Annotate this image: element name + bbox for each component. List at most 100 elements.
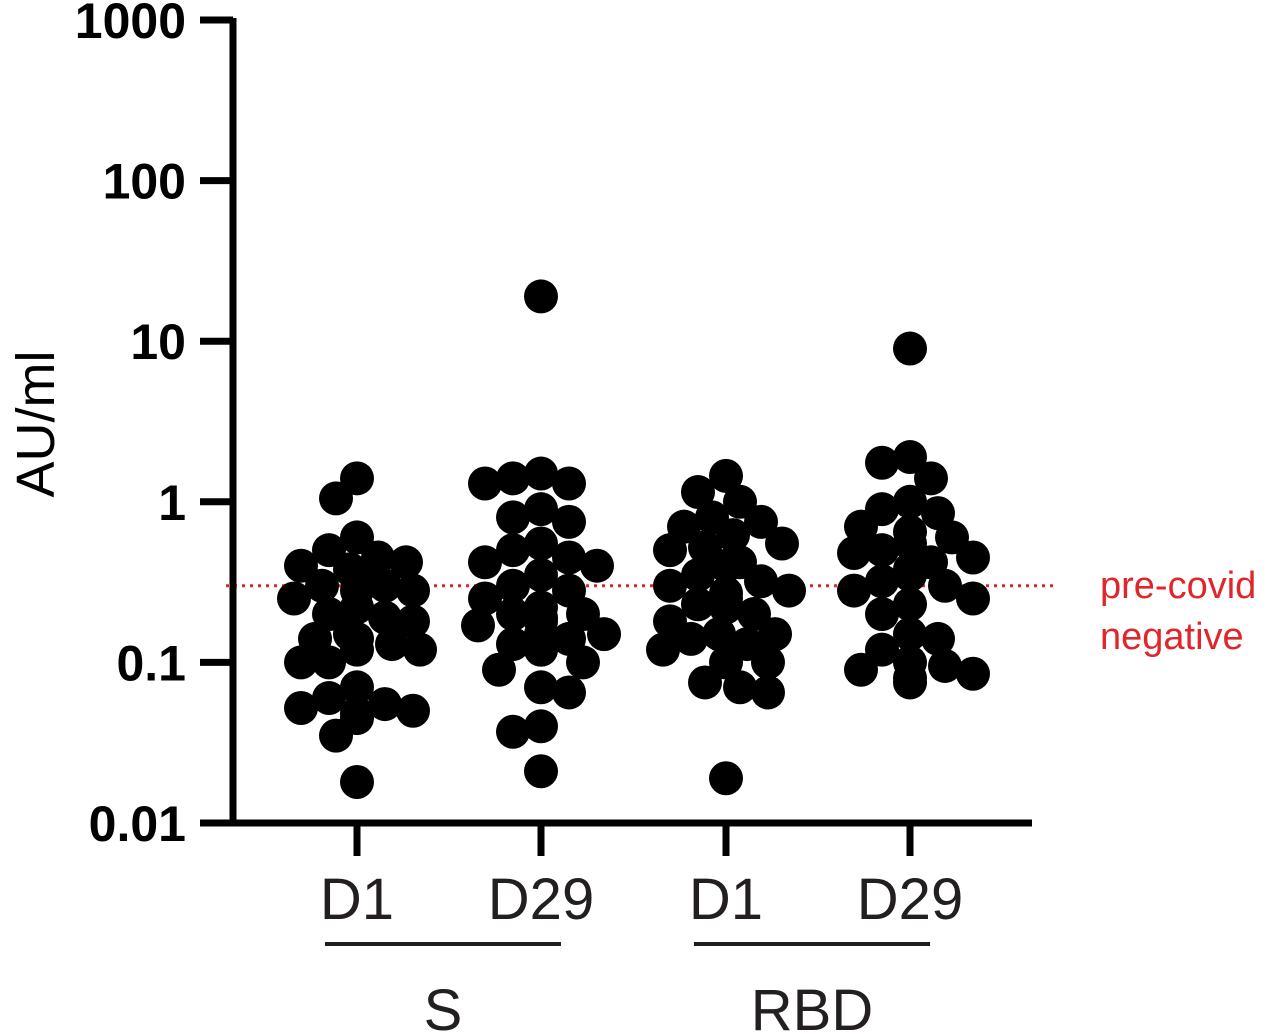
- data-point: [375, 627, 409, 662]
- data-point: [914, 461, 948, 496]
- data-point: [524, 709, 558, 744]
- data-point: [396, 604, 430, 639]
- data-point: [389, 545, 423, 580]
- data-point: [893, 617, 927, 652]
- axes: [229, 18, 1032, 827]
- data-point: [468, 581, 502, 616]
- y-tick-label: 100: [103, 154, 186, 210]
- data-point: [716, 518, 750, 553]
- data-point: [772, 573, 806, 608]
- data-point: [396, 573, 430, 608]
- data-point: [368, 687, 402, 722]
- data-point: [340, 520, 374, 555]
- data-point: [277, 581, 311, 616]
- y-tick-label: 0.1: [116, 635, 186, 691]
- x-tick-label: D1: [320, 867, 394, 932]
- data-point: [674, 621, 708, 656]
- data-point: [524, 754, 558, 789]
- data-point: [524, 492, 558, 527]
- data-point: [482, 652, 516, 687]
- data-point: [368, 568, 402, 603]
- threshold-label-line2: negative: [1100, 616, 1244, 658]
- data-point: [340, 632, 374, 667]
- data-point: [646, 632, 680, 667]
- data-point: [956, 581, 990, 616]
- data-point: [552, 504, 586, 539]
- data-point: [709, 645, 743, 680]
- data-point: [921, 621, 955, 656]
- data-point: [312, 681, 346, 716]
- data-point: [865, 597, 899, 632]
- y-tick-label: 1: [158, 475, 186, 531]
- data-point: [844, 509, 878, 544]
- data-point: [524, 526, 558, 561]
- data-point: [928, 568, 962, 603]
- data-point: [893, 484, 927, 519]
- data-point: [284, 548, 318, 583]
- data-point: [319, 481, 353, 516]
- data-point: [681, 475, 715, 510]
- data-point: [368, 600, 402, 635]
- y-tick-label: 10: [130, 314, 186, 370]
- data-point: [737, 597, 771, 632]
- data-point: [765, 526, 799, 561]
- y-tick-label: 1000: [75, 0, 186, 49]
- data-point: [524, 279, 558, 314]
- data-point: [758, 617, 792, 652]
- data-point: [496, 714, 530, 749]
- data-point: [928, 648, 962, 683]
- data-point: [935, 520, 969, 555]
- data-point: [524, 632, 558, 667]
- y-tick-label: 0.01: [89, 796, 186, 852]
- data-point: [284, 645, 318, 680]
- data-point: [865, 632, 899, 667]
- group-label: S: [424, 978, 463, 1034]
- data-point: [496, 461, 530, 496]
- data-point: [524, 456, 558, 491]
- data-point: [893, 440, 927, 475]
- data-point: [305, 568, 339, 603]
- data-point: [552, 675, 586, 710]
- data-point: [709, 761, 743, 796]
- data-point: [496, 500, 530, 535]
- data-point: [284, 691, 318, 726]
- data-point: [552, 466, 586, 501]
- data-point: [709, 458, 743, 493]
- threshold-label-line1: pre-covid: [1100, 565, 1256, 607]
- data-point: [312, 597, 346, 632]
- data-point: [837, 573, 871, 608]
- group-brackets: S RBD: [325, 942, 930, 1034]
- data-point: [340, 670, 374, 705]
- data-point: [893, 587, 927, 622]
- data-point: [580, 548, 614, 583]
- data-point: [723, 670, 757, 705]
- y-axis-ticks: 1000 100 10 1 0.1 0.01: [75, 0, 233, 852]
- data-point: [844, 652, 878, 687]
- data-point: [709, 548, 743, 583]
- data-point: [751, 675, 785, 710]
- data-point: [865, 533, 899, 568]
- data-point: [709, 590, 743, 625]
- data-point: [468, 466, 502, 501]
- data-point: [319, 718, 353, 753]
- data-point: [956, 540, 990, 575]
- data-point: [653, 533, 687, 568]
- y-axis-label: AU/ml: [6, 351, 66, 498]
- data-point: [893, 558, 927, 593]
- data-point: [312, 645, 346, 680]
- data-point: [496, 597, 530, 632]
- data-point: [524, 558, 558, 593]
- data-point: [688, 665, 722, 700]
- data-point: [893, 331, 927, 366]
- data-point: [681, 587, 715, 622]
- data-point: [956, 656, 990, 691]
- x-axis-ticks: D1 D29 D1 D29: [320, 823, 963, 932]
- data-point: [837, 535, 871, 570]
- x-tick-label: D29: [488, 867, 594, 932]
- data-point: [587, 617, 621, 652]
- data-point: [744, 504, 778, 539]
- data-point: [496, 568, 530, 603]
- data-points: [277, 279, 990, 800]
- data-point: [681, 558, 715, 593]
